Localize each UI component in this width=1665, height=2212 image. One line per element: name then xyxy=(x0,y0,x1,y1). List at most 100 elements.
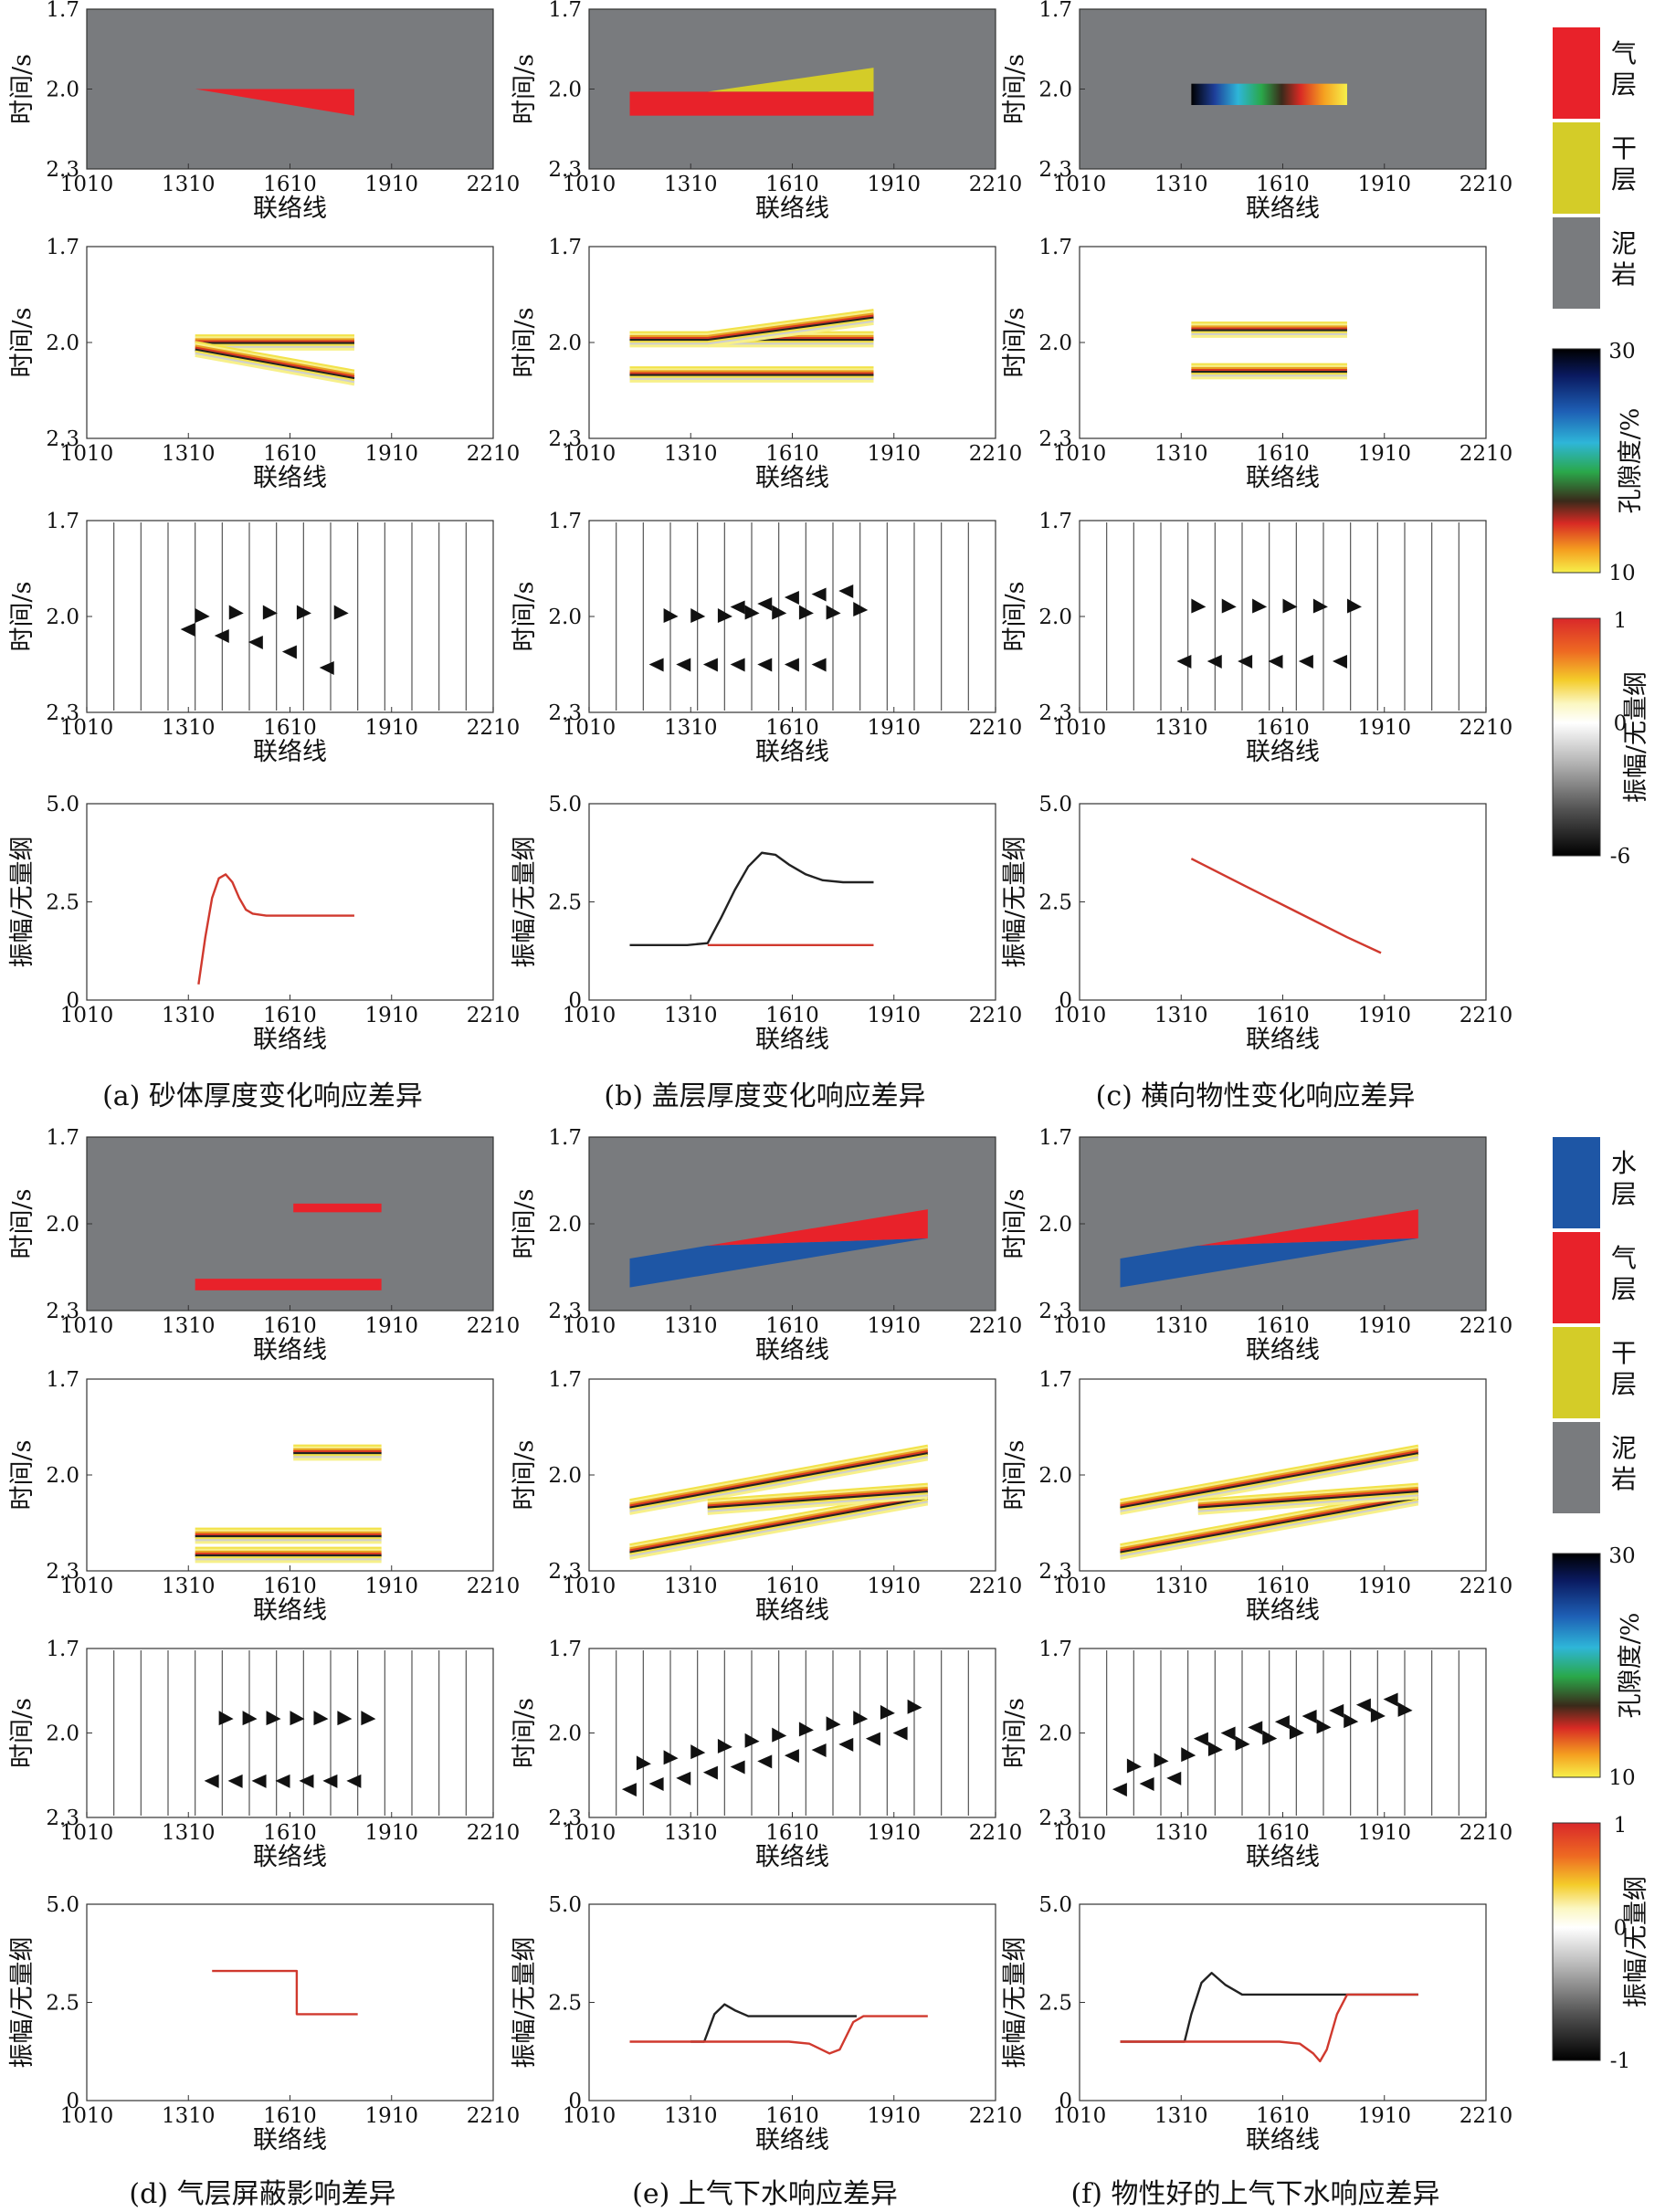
y-tick-label: 2.3 xyxy=(548,1300,582,1323)
positive-lobe xyxy=(636,1755,651,1771)
negative-lobe xyxy=(346,1774,362,1788)
negative-lobe xyxy=(322,1774,338,1788)
positive-lobe xyxy=(1344,1713,1359,1729)
porosity-min: 10 xyxy=(1608,562,1635,585)
positive-lobe xyxy=(1191,598,1207,614)
x-tick-label: 1610 xyxy=(1256,173,1310,196)
x-tick-label: 2210 xyxy=(1460,716,1513,740)
y-tick-label: 2.0 xyxy=(548,1213,582,1237)
x-tick-label: 2210 xyxy=(467,442,521,466)
negative-lobe xyxy=(1112,1783,1127,1797)
x-axis-label: 联络线 xyxy=(1246,464,1320,492)
x-tick-label: 1010 xyxy=(60,1821,114,1845)
reflection-base xyxy=(195,348,355,381)
x-tick-label: 1010 xyxy=(1053,1314,1107,1338)
x-tick-label: 1310 xyxy=(1154,1821,1208,1845)
x-axis-label: 联络线 xyxy=(755,1596,829,1625)
x-tick-label: 1610 xyxy=(765,1004,819,1027)
reflection-contact xyxy=(707,1490,928,1510)
y-tick-label: 2.3 xyxy=(1038,1806,1072,1830)
negative-lobe xyxy=(1301,1710,1317,1723)
negative-lobe xyxy=(892,1726,908,1741)
reflection-cap xyxy=(707,311,874,336)
reflection-base xyxy=(195,352,355,384)
y-tick-label: 1.7 xyxy=(46,510,79,533)
y-tick-label: 0 xyxy=(568,2090,582,2113)
y-axis-label: 振幅/无量纲 xyxy=(8,836,37,967)
x-tick-label: 1310 xyxy=(162,2104,216,2128)
x-tick-label: 1310 xyxy=(162,442,216,466)
reflection-base xyxy=(195,344,355,376)
legend-swatch xyxy=(1553,217,1600,309)
reflection-base xyxy=(629,1499,929,1556)
x-tick-label: 1010 xyxy=(563,716,616,740)
y-tick-label: 1.7 xyxy=(46,0,79,22)
x-tick-label: 1610 xyxy=(263,1821,317,1845)
legend-label: 泥 xyxy=(1611,228,1637,258)
negative-lobe xyxy=(730,1760,745,1775)
x-tick-label: 1910 xyxy=(867,1821,921,1845)
positive-lobe xyxy=(1397,1701,1413,1717)
amplitude-label: 振幅/无量纲 xyxy=(1622,671,1650,803)
y-axis-label: 时间/s xyxy=(511,54,539,124)
reflection-top xyxy=(1120,1449,1419,1508)
x-axis-label: 联络线 xyxy=(253,464,327,492)
x-tick-label: 1910 xyxy=(364,442,418,466)
x-tick-label: 2210 xyxy=(467,2104,521,2128)
positive-lobe xyxy=(744,1733,760,1748)
x-tick-label: 1310 xyxy=(162,716,216,740)
legend-swatch xyxy=(1553,122,1600,214)
reflection-top xyxy=(1120,1446,1419,1504)
negative-lobe xyxy=(648,1777,664,1791)
y-tick-label: 2.3 xyxy=(46,427,79,451)
amplitude-curve-red xyxy=(212,1969,358,2016)
negative-lobe xyxy=(621,1783,637,1797)
y-tick-label: 2.0 xyxy=(46,79,79,102)
negative-lobe xyxy=(648,658,664,672)
x-tick-label: 1310 xyxy=(664,1821,718,1845)
x-tick-label: 2210 xyxy=(969,173,1023,196)
negative-lobe xyxy=(730,658,745,672)
x-tick-label: 1010 xyxy=(563,1821,616,1845)
y-axis-label: 振幅/无量纲 xyxy=(8,1936,37,2068)
x-tick-label: 1910 xyxy=(867,1314,921,1338)
positive-lobe xyxy=(690,608,706,623)
negative-lobe xyxy=(1298,655,1313,669)
legend-label: 层 xyxy=(1611,164,1637,195)
x-tick-label: 1610 xyxy=(765,1821,819,1845)
x-axis-label: 联络线 xyxy=(253,1843,327,1871)
reflection-cap xyxy=(707,312,874,338)
y-tick-label: 2.3 xyxy=(46,1560,79,1584)
reflection-contact xyxy=(707,1496,928,1515)
y-tick-label: 2.5 xyxy=(46,1992,79,2016)
x-tick-label: 1010 xyxy=(60,1314,114,1338)
reflection-cap xyxy=(707,321,874,348)
reflection-base xyxy=(195,342,355,374)
reflection-contact xyxy=(707,1486,928,1506)
x-axis-label: 联络线 xyxy=(755,1026,829,1054)
y-tick-label: 1.7 xyxy=(1038,1126,1072,1150)
negative-lobe xyxy=(299,1774,314,1788)
amplitude-max: 1 xyxy=(1614,1814,1628,1838)
negative-lobe xyxy=(811,658,827,672)
reflection-contact xyxy=(707,1488,928,1508)
positive-lobe xyxy=(1346,598,1362,614)
x-tick-label: 2210 xyxy=(969,2104,1023,2128)
positive-lobe xyxy=(1252,598,1268,614)
x-tick-label: 2210 xyxy=(969,1314,1023,1338)
positive-lobe xyxy=(826,1716,841,1732)
negative-lobe xyxy=(838,585,854,598)
reflection-base xyxy=(629,1501,929,1558)
negative-lobe xyxy=(676,658,691,672)
positive-lobe xyxy=(663,608,679,623)
x-tick-label: 1310 xyxy=(664,716,718,740)
porosity-label: 孔隙度/% xyxy=(1617,1613,1645,1719)
negative-lobe xyxy=(784,1749,799,1764)
x-tick-label: 2210 xyxy=(1460,1314,1513,1338)
x-tick-label: 1610 xyxy=(263,1575,317,1598)
reflection-contact xyxy=(1197,1490,1418,1510)
